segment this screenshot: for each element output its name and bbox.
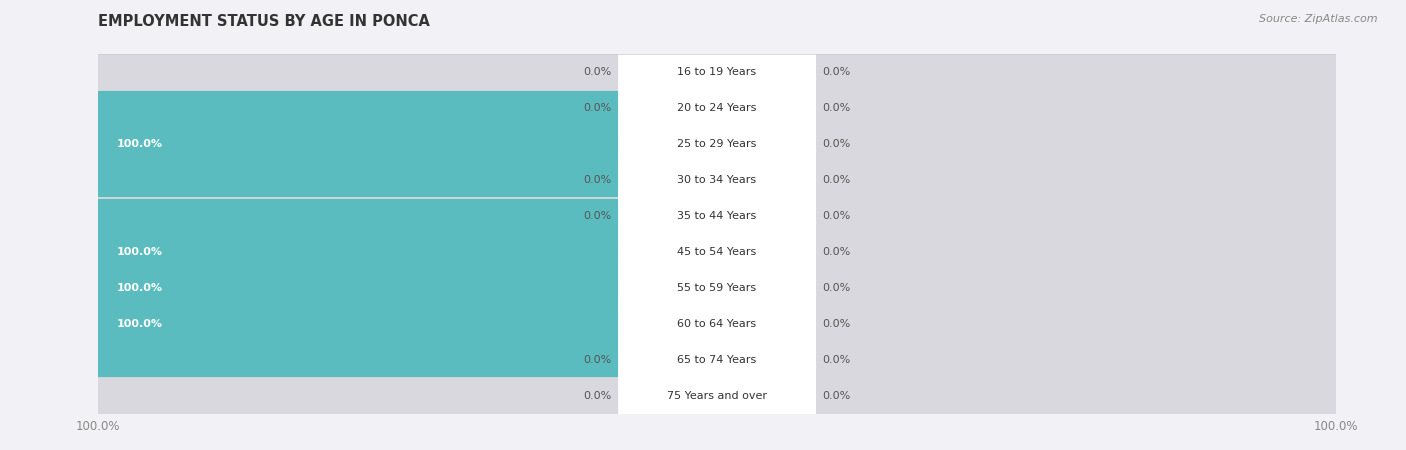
Text: 60 to 64 Years: 60 to 64 Years (678, 319, 756, 329)
Text: 25 to 29 Years: 25 to 29 Years (678, 139, 756, 149)
FancyBboxPatch shape (91, 91, 626, 197)
Text: 55 to 59 Years: 55 to 59 Years (678, 283, 756, 293)
Text: 75 Years and over: 75 Years and over (666, 391, 768, 401)
Bar (98, 90, 1336, 126)
FancyBboxPatch shape (619, 242, 815, 334)
Text: 0.0%: 0.0% (823, 67, 851, 77)
Bar (98, 162, 1336, 198)
FancyBboxPatch shape (91, 19, 626, 125)
Text: 100.0%: 100.0% (117, 139, 163, 149)
FancyBboxPatch shape (619, 98, 815, 190)
Text: 0.0%: 0.0% (823, 139, 851, 149)
FancyBboxPatch shape (91, 271, 626, 377)
FancyBboxPatch shape (619, 350, 815, 442)
FancyBboxPatch shape (91, 91, 626, 197)
Bar (98, 306, 1336, 342)
Text: EMPLOYMENT STATUS BY AGE IN PONCA: EMPLOYMENT STATUS BY AGE IN PONCA (98, 14, 430, 28)
FancyBboxPatch shape (808, 127, 1343, 233)
FancyBboxPatch shape (619, 62, 815, 154)
FancyBboxPatch shape (91, 199, 626, 305)
FancyBboxPatch shape (808, 163, 1343, 269)
FancyBboxPatch shape (808, 19, 1343, 125)
Text: 0.0%: 0.0% (583, 211, 612, 221)
FancyBboxPatch shape (808, 343, 1343, 449)
Bar (98, 378, 1336, 414)
Text: 0.0%: 0.0% (583, 67, 612, 77)
FancyBboxPatch shape (91, 163, 626, 269)
Text: 16 to 19 Years: 16 to 19 Years (678, 67, 756, 77)
FancyBboxPatch shape (619, 206, 815, 298)
Bar (98, 270, 1336, 306)
FancyBboxPatch shape (91, 307, 626, 413)
Text: 0.0%: 0.0% (823, 319, 851, 329)
FancyBboxPatch shape (619, 134, 815, 226)
FancyBboxPatch shape (91, 271, 626, 377)
Text: 0.0%: 0.0% (583, 103, 612, 113)
Text: 35 to 44 Years: 35 to 44 Years (678, 211, 756, 221)
Bar (98, 342, 1336, 378)
Text: 0.0%: 0.0% (583, 391, 612, 401)
FancyBboxPatch shape (91, 235, 626, 341)
Bar (98, 234, 1336, 270)
FancyBboxPatch shape (808, 91, 1343, 197)
Text: 0.0%: 0.0% (823, 355, 851, 365)
Text: 20 to 24 Years: 20 to 24 Years (678, 103, 756, 113)
FancyBboxPatch shape (808, 55, 1343, 161)
Text: 0.0%: 0.0% (823, 211, 851, 221)
FancyBboxPatch shape (91, 55, 626, 161)
Text: Source: ZipAtlas.com: Source: ZipAtlas.com (1260, 14, 1378, 23)
FancyBboxPatch shape (91, 199, 626, 305)
Text: 65 to 74 Years: 65 to 74 Years (678, 355, 756, 365)
FancyBboxPatch shape (808, 307, 1343, 413)
FancyBboxPatch shape (808, 235, 1343, 341)
Text: 100.0%: 100.0% (117, 247, 163, 257)
Text: 100.0%: 100.0% (117, 283, 163, 293)
Bar (98, 126, 1336, 162)
Text: 45 to 54 Years: 45 to 54 Years (678, 247, 756, 257)
Text: 0.0%: 0.0% (823, 283, 851, 293)
FancyBboxPatch shape (619, 278, 815, 370)
Bar (98, 198, 1336, 234)
FancyBboxPatch shape (619, 170, 815, 262)
FancyBboxPatch shape (91, 127, 626, 233)
Text: 0.0%: 0.0% (823, 247, 851, 257)
FancyBboxPatch shape (619, 314, 815, 406)
Text: 30 to 34 Years: 30 to 34 Years (678, 175, 756, 185)
FancyBboxPatch shape (91, 235, 626, 341)
Text: 0.0%: 0.0% (823, 391, 851, 401)
FancyBboxPatch shape (808, 271, 1343, 377)
Text: 0.0%: 0.0% (823, 103, 851, 113)
Bar (98, 54, 1336, 90)
FancyBboxPatch shape (619, 26, 815, 118)
FancyBboxPatch shape (808, 199, 1343, 305)
FancyBboxPatch shape (91, 343, 626, 449)
Text: 0.0%: 0.0% (583, 355, 612, 365)
Text: 0.0%: 0.0% (583, 175, 612, 185)
Text: 100.0%: 100.0% (117, 319, 163, 329)
Text: 0.0%: 0.0% (823, 175, 851, 185)
